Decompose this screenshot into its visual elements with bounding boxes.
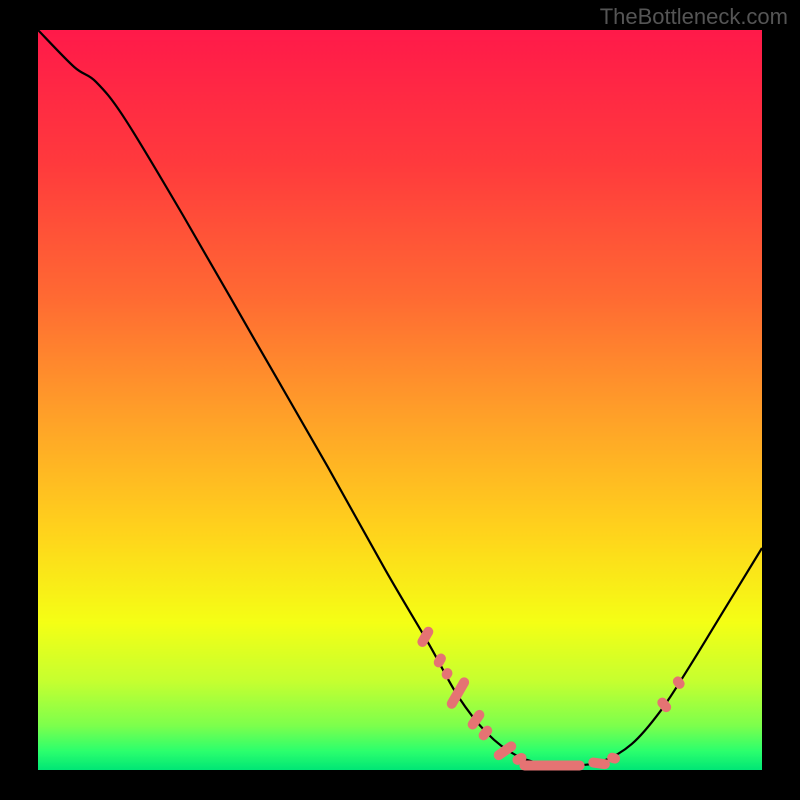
- watermark-text: TheBottleneck.com: [600, 4, 788, 30]
- bottleneck-chart: [38, 30, 762, 770]
- data-markers-group: [416, 625, 687, 771]
- curve-overlay: [38, 30, 762, 770]
- performance-curve: [38, 30, 762, 766]
- data-marker: [519, 761, 584, 771]
- data-marker: [477, 724, 495, 743]
